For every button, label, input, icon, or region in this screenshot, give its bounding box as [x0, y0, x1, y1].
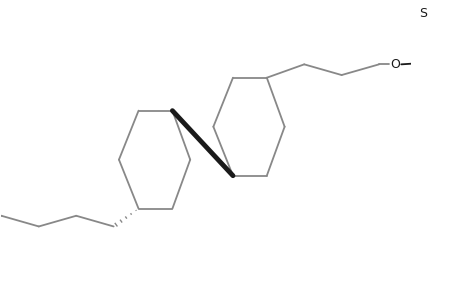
Text: S: S	[458, 56, 459, 69]
Text: S: S	[419, 7, 427, 20]
Text: O: O	[389, 58, 399, 71]
